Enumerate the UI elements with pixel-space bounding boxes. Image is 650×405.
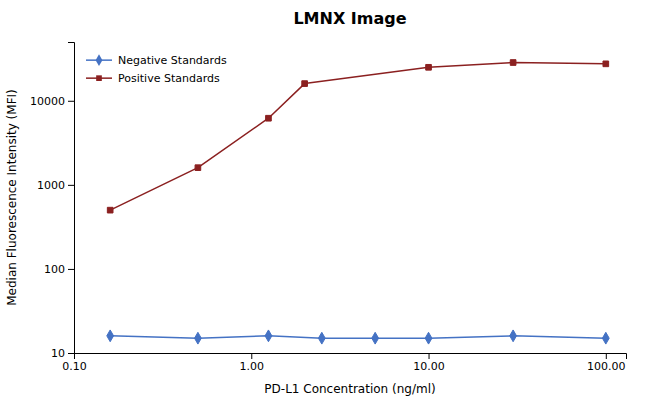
marker [195, 332, 202, 344]
marker [266, 115, 272, 121]
legend-symbol [96, 75, 102, 81]
tick: 10 [51, 347, 74, 360]
tick: 100 [44, 263, 74, 276]
legend-entry: Positive Standards [86, 72, 220, 85]
tick: 10.00 [413, 353, 445, 373]
tick-label: 10000 [30, 95, 65, 108]
legend: Negative Standards Positive Standards [86, 54, 227, 85]
tick: 10000 [30, 95, 74, 108]
tick-label: 1000 [37, 179, 65, 192]
axis-line [68, 43, 75, 354]
axis-line [75, 354, 627, 360]
tick: 100.00 [587, 353, 626, 373]
tick-label: 1.00 [240, 360, 265, 373]
plot: 0.10 1.00 10.00 100.00 10 100 1000 10000 [30, 43, 627, 373]
tick-mark [68, 269, 74, 270]
tick: 1000 [37, 179, 74, 192]
y-axis-title: Median Fluorescence Intensity (MFI) [5, 89, 19, 306]
tick-mark [429, 353, 430, 359]
tick-label: 0.10 [62, 360, 87, 373]
marker [602, 332, 609, 344]
title: LMNX Image [293, 9, 406, 28]
tick-mark [251, 353, 252, 359]
y-axis: 10 100 1000 10000 [30, 43, 75, 361]
marker [426, 64, 432, 70]
legend-label: Positive Standards [118, 72, 220, 85]
tick-mark [606, 353, 607, 359]
series-line [110, 336, 606, 338]
marker [425, 332, 432, 344]
legend-entry: Negative Standards [86, 54, 227, 67]
tick-label: 10.00 [413, 360, 445, 373]
tick-label: 100 [44, 263, 65, 276]
marker [510, 330, 517, 342]
tick: 0.10 [62, 353, 87, 373]
x-axis: 0.10 1.00 10.00 100.00 [62, 353, 626, 373]
tick-label: 100.00 [587, 360, 626, 373]
marker [195, 165, 201, 171]
marker [107, 330, 114, 342]
marker [510, 60, 516, 66]
legend-label: Negative Standards [118, 54, 227, 67]
marker [302, 81, 308, 87]
legend-symbol [96, 54, 103, 66]
x-axis-title: PD-L1 Concentration (ng/ml) [264, 382, 435, 396]
series-line [110, 63, 606, 211]
marker [372, 332, 379, 344]
tick-mark [68, 185, 74, 186]
marker [107, 207, 113, 213]
tick-mark [68, 353, 74, 354]
tick-label: 10 [51, 347, 65, 360]
tick-mark [68, 101, 74, 102]
marker [318, 332, 325, 344]
marker [265, 330, 272, 342]
marker [603, 61, 609, 67]
tick: 1.00 [240, 353, 265, 373]
marks [107, 60, 609, 344]
chart: 0.10 1.00 10.00 100.00 10 100 1000 10000 LMNX Im… [0, 0, 650, 405]
